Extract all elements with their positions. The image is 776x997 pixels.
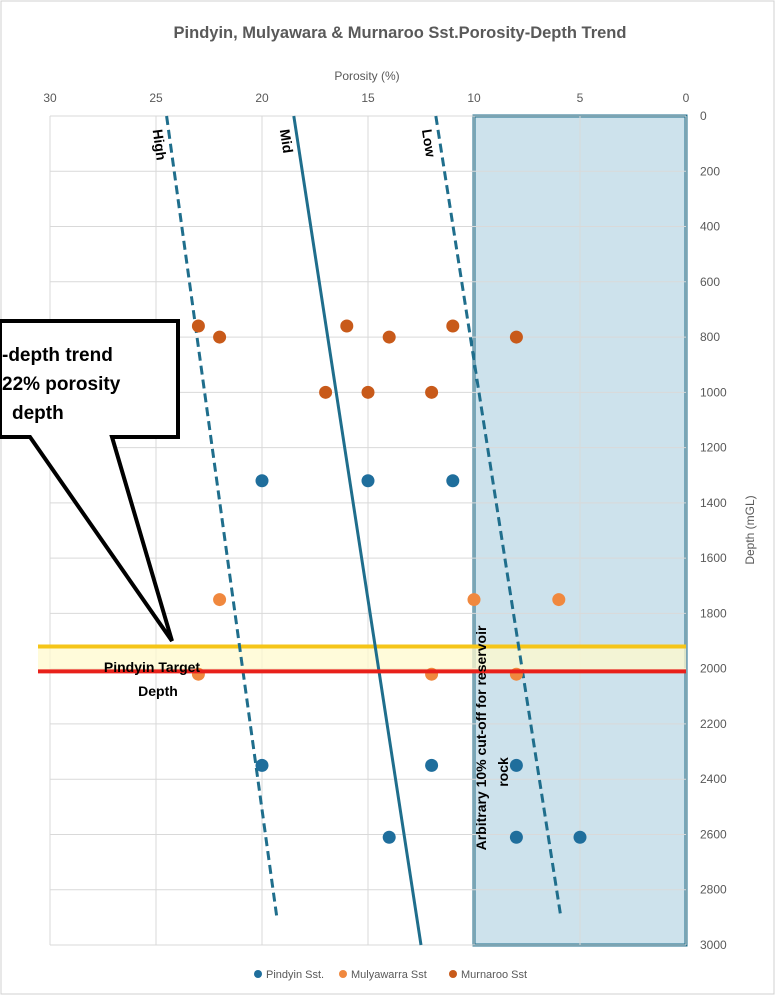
trend-label-mid: Mid	[277, 128, 296, 154]
cutoff-label-line1: Arbitrary 10% cut-off for reservoir	[473, 625, 489, 850]
data-point	[552, 593, 566, 607]
data-point	[467, 593, 481, 607]
data-point	[509, 830, 523, 844]
x-tick-label: 5	[577, 91, 584, 105]
data-point	[361, 385, 375, 399]
y-tick-label: 3000	[700, 938, 727, 952]
target-depth-label-line1: Pindyin Target	[104, 659, 201, 675]
y-tick-label: 1000	[700, 385, 727, 399]
data-point	[509, 758, 523, 772]
trend-line-mid	[292, 115, 423, 946]
data-point	[191, 319, 205, 333]
y-tick-label: 2800	[700, 883, 727, 897]
data-point	[573, 830, 587, 844]
legend-label: Murnaroo Sst	[461, 969, 527, 981]
y-tick-label: 2200	[700, 717, 727, 731]
y-axis-label: Depth (mGL)	[743, 495, 757, 564]
data-point	[213, 330, 227, 344]
y-tick-label: 1200	[700, 441, 727, 455]
gridlines	[49, 115, 687, 946]
data-point	[446, 474, 460, 488]
data-point	[340, 319, 354, 333]
x-tick-label: 15	[361, 91, 375, 105]
x-tick-label: 25	[149, 91, 163, 105]
data-point	[509, 330, 523, 344]
data-points	[191, 319, 587, 844]
target-depth-label-line2: Depth	[138, 683, 178, 699]
legend-marker	[254, 970, 262, 978]
data-point	[319, 385, 333, 399]
x-tick-label: 20	[255, 91, 269, 105]
y-tick-label: 800	[700, 330, 720, 344]
data-point	[446, 319, 460, 333]
y-tick-labels: 0 200 400 600 800 1000 1200 1400 1600 1800 2000 220…	[700, 109, 727, 952]
y-tick-label: 2400	[700, 772, 727, 786]
y-tick-label: 200	[700, 164, 720, 178]
trend-lines: High Mid Low	[150, 115, 563, 946]
data-point	[382, 830, 396, 844]
y-tick-label: 1600	[700, 551, 727, 565]
y-tick-label: 2000	[700, 662, 727, 676]
data-point	[255, 758, 269, 772]
trend-line-high	[165, 115, 279, 918]
x-tick-label: 0	[683, 91, 690, 105]
callout-line2: 22% porosity	[2, 374, 121, 395]
trend-label-high: High	[150, 128, 170, 161]
callout-line3: depth	[12, 403, 64, 424]
y-tick-label: 1800	[700, 606, 727, 620]
y-tick-label: 600	[700, 275, 720, 289]
chart-title: Pindyin, Mulyawara & Murnaroo Sst.Porosi…	[174, 24, 627, 42]
cutoff-label-line2: rock	[495, 757, 511, 787]
x-tick-labels: 30 25 20 15 10 5 0	[43, 91, 689, 105]
y-tick-label: 1400	[700, 496, 727, 510]
data-point	[213, 593, 227, 607]
y-tick-label: 400	[700, 220, 720, 234]
data-point	[361, 474, 375, 488]
data-point	[425, 385, 439, 399]
legend-label: Mulyawarra Sst	[351, 969, 427, 981]
y-tick-label: 2600	[700, 827, 727, 841]
data-point	[425, 758, 439, 772]
legend: Pindyin Sst. Mulyawarra Sst Murnaroo Sst	[254, 969, 527, 981]
legend-marker	[449, 970, 457, 978]
callout-shape	[0, 319, 180, 643]
data-point	[382, 330, 396, 344]
x-axis-label: Porosity (%)	[334, 69, 399, 83]
trend-label-low: Low	[419, 128, 439, 158]
callout-line1: -depth trend	[2, 345, 113, 366]
legend-label: Pindyin Sst.	[266, 969, 324, 981]
x-tick-label: 30	[43, 91, 57, 105]
data-point	[255, 474, 269, 488]
trend-line-low	[434, 115, 563, 918]
y-tick-label: 0	[700, 109, 707, 123]
legend-marker	[339, 970, 347, 978]
target-depth-band	[38, 646, 686, 672]
x-tick-label: 10	[467, 91, 481, 105]
callout: -depth trend 22% porosity depth	[0, 319, 180, 643]
